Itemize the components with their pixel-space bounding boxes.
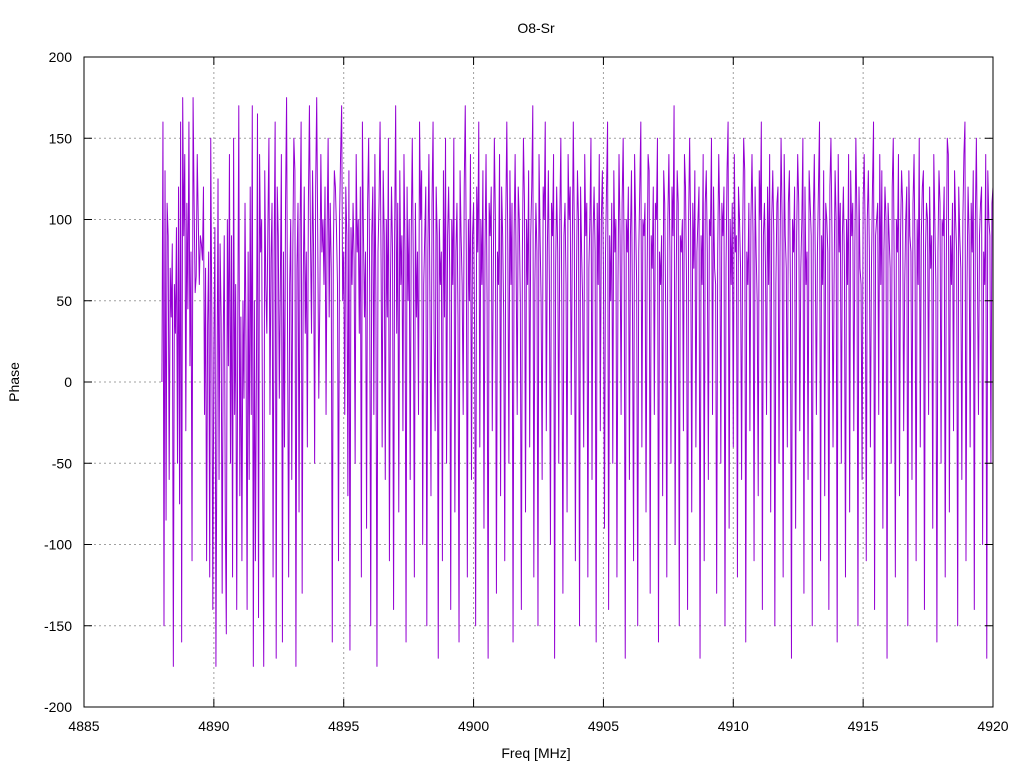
series-line-group <box>161 97 994 667</box>
x-tick-label: 4885 <box>68 718 99 734</box>
x-tick-label: 4895 <box>328 718 359 734</box>
x-tick-label: 4915 <box>848 718 879 734</box>
y-tick-label: 200 <box>49 49 73 65</box>
x-tick-label: 4910 <box>718 718 749 734</box>
y-tick-label: -100 <box>44 537 72 553</box>
y-tick-label: -200 <box>44 699 72 715</box>
x-axis-label: Freq [MHz] <box>501 745 570 761</box>
y-axis-label: Phase <box>6 362 22 402</box>
x-tick-label: 4900 <box>458 718 489 734</box>
chart-title: O8-Sr <box>517 20 555 36</box>
y-tick-label: 50 <box>56 293 72 309</box>
x-tick-labels: 4885 4890 4895 4900 4905 4910 4915 4920 <box>68 718 1008 734</box>
axis-ticks <box>83 56 994 708</box>
y-tick-labels: -200 -150 -100 -50 0 50 100 150 200 <box>44 49 72 715</box>
y-tick-label: -50 <box>52 455 72 471</box>
y-tick-label: 100 <box>49 212 73 228</box>
series-line <box>161 97 994 667</box>
x-tick-label: 4905 <box>588 718 619 734</box>
x-tick-label: 4890 <box>198 718 229 734</box>
y-tick-label: 150 <box>49 130 73 146</box>
y-tick-label: 0 <box>64 374 72 390</box>
x-tick-label: 4920 <box>977 718 1008 734</box>
y-tick-label: -150 <box>44 618 72 634</box>
